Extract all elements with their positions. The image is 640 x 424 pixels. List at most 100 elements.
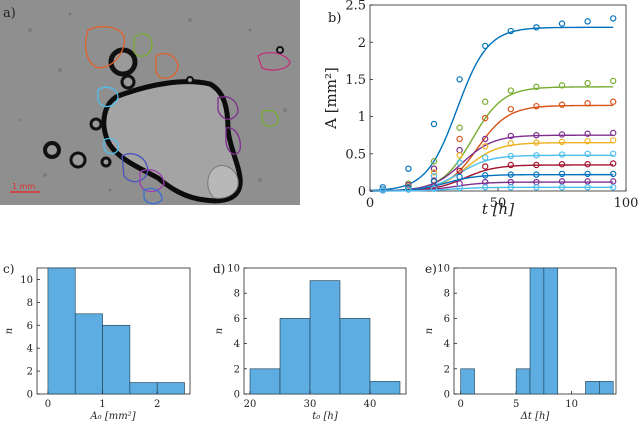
data-point-1-6: [533, 83, 540, 91]
hist-bar-c-0: [47, 267, 76, 395]
e-y-tick-label: 2: [444, 364, 450, 375]
data-point-0-9: [610, 15, 617, 22]
panel-e-histogram: 0 5 10 0 2 4 6 8 10 e) Δt [h] n: [424, 262, 617, 422]
data-point-9-9: [610, 184, 617, 191]
data-point-6-8: [584, 161, 591, 168]
cell-texture-region: [207, 165, 239, 199]
data-point-6-7: [558, 161, 566, 168]
tick-group-c: 0 1 2 0 2 4 6 8 10: [20, 275, 160, 410]
e-x-tick-label: 5: [513, 399, 519, 410]
bubble-ring: [120, 74, 136, 90]
hist-bar-e-4: [515, 368, 531, 395]
b-x-tick-label: 0: [366, 196, 374, 211]
e-y-tick-label: 0: [444, 390, 450, 401]
c-y-tick-label: 8: [27, 298, 33, 309]
data-point-4-3: [456, 152, 463, 159]
c-x-tick-label: 2: [154, 399, 160, 410]
data-point-4-7: [558, 138, 566, 146]
cell-outline-purple-2: [225, 127, 241, 155]
tick-group-e: 0 5 10 0 2 4 6 8 10: [437, 264, 578, 411]
panel-b-chart: 0 50 100 0 0.5 1 1.5 2 2.5 b) t [h] A [mm²]: [322, 0, 638, 218]
d-x-tick-label: 40: [364, 399, 377, 410]
e-y-tick-label: 4: [444, 339, 450, 350]
panel-label-c: c): [3, 262, 14, 276]
bubble-ring: [69, 151, 87, 169]
data-point-2-3: [456, 135, 463, 143]
micrograph-texture: [18, 12, 287, 192]
data-point-1-7: [558, 82, 566, 89]
data-point-9-3: [456, 184, 463, 192]
data-point-3-8: [584, 130, 591, 137]
panel-label-a: a): [3, 6, 16, 21]
hist-bar-c-4: [156, 382, 185, 395]
bubble-ring: [100, 156, 112, 168]
d-y-tick-label: 0: [234, 390, 240, 401]
data-point-6-5: [507, 161, 514, 169]
hist-bar-e-9: [585, 381, 600, 395]
c-y-tick-label: 4: [27, 344, 33, 355]
hist-bar-e-10: [599, 381, 614, 395]
data-point-7-9: [610, 170, 617, 178]
data-point-4-2: [430, 169, 438, 176]
data-point-8-7: [558, 178, 566, 185]
cell-outline-green-2: [261, 109, 279, 127]
data-point-7-4: [482, 172, 489, 179]
c-y-tick-label: 6: [27, 321, 33, 332]
x-axis-label-b: t [h]: [482, 200, 514, 218]
data-point-4-9: [610, 137, 617, 144]
data-point-9-1: [405, 186, 412, 193]
cell-outline-purple-3: [139, 169, 165, 193]
data-point-0-6: [533, 24, 540, 31]
panel-label-e: e): [425, 262, 437, 276]
d-y-tick-label: 8: [234, 289, 240, 300]
d-y-tick-label: 10: [227, 264, 240, 275]
data-point-0-7: [558, 20, 566, 27]
data-point-3-2: [430, 165, 438, 172]
hist-bar-d-3: [339, 318, 371, 395]
c-x-tick-label: 1: [99, 399, 105, 410]
data-point-5-6: [533, 152, 540, 159]
data-point-0-5: [507, 27, 514, 35]
y-axis-label-d: n: [214, 328, 225, 334]
data-point-7-8: [584, 170, 591, 178]
hist-bar-c-3: [129, 382, 158, 395]
data-point-0-0: [379, 184, 386, 191]
data-point-7-5: [507, 171, 514, 178]
data-point-2-9: [610, 98, 617, 105]
data-point-0-4: [482, 42, 489, 50]
data-point-5-8: [584, 150, 591, 157]
hist-bar-d-4: [369, 381, 401, 395]
cell-outline-orange: [85, 25, 125, 69]
data-point-9-6: [533, 184, 540, 191]
panel-label-b: b): [328, 11, 341, 26]
data-point-0-3: [456, 76, 463, 83]
data-point-3-9: [610, 129, 617, 137]
data-point-9-2: [430, 185, 438, 192]
data-point-4-8: [584, 137, 591, 145]
panel-d-histogram: 20 30 40 0 2 4 6 8 10 d) t₀ [h] n: [213, 262, 407, 422]
data-point-9-7: [558, 184, 566, 191]
data-point-1-5: [507, 87, 514, 94]
hist-bar-e-0: [460, 368, 475, 395]
growth-series-group: [369, 15, 617, 194]
data-point-8-9: [610, 178, 617, 185]
data-point-0-2: [430, 120, 438, 128]
e-y-tick-label: 8: [444, 289, 450, 300]
data-point-6-4: [482, 163, 489, 170]
d-y-tick-label: 4: [234, 339, 240, 350]
b-x-tick-label: 100: [614, 196, 639, 211]
data-point-0-8: [584, 18, 591, 25]
data-point-1-2: [430, 158, 438, 165]
bubble-ring: [89, 117, 103, 131]
cell-outline-cyan: [97, 86, 119, 108]
b-y-tick-label: 2: [358, 36, 366, 51]
data-point-8-3: [456, 180, 463, 187]
data-point-9-8: [584, 184, 591, 191]
x-axis-label-c: A₀ [mm²]: [89, 411, 135, 422]
data-point-7-3: [456, 173, 463, 181]
data-point-2-7: [558, 101, 566, 108]
e-y-tick-label: 6: [444, 314, 450, 325]
large-cell-body: [101, 79, 243, 204]
b-y-tick-label: 2.5: [345, 0, 366, 14]
data-point-9-4: [482, 184, 489, 191]
